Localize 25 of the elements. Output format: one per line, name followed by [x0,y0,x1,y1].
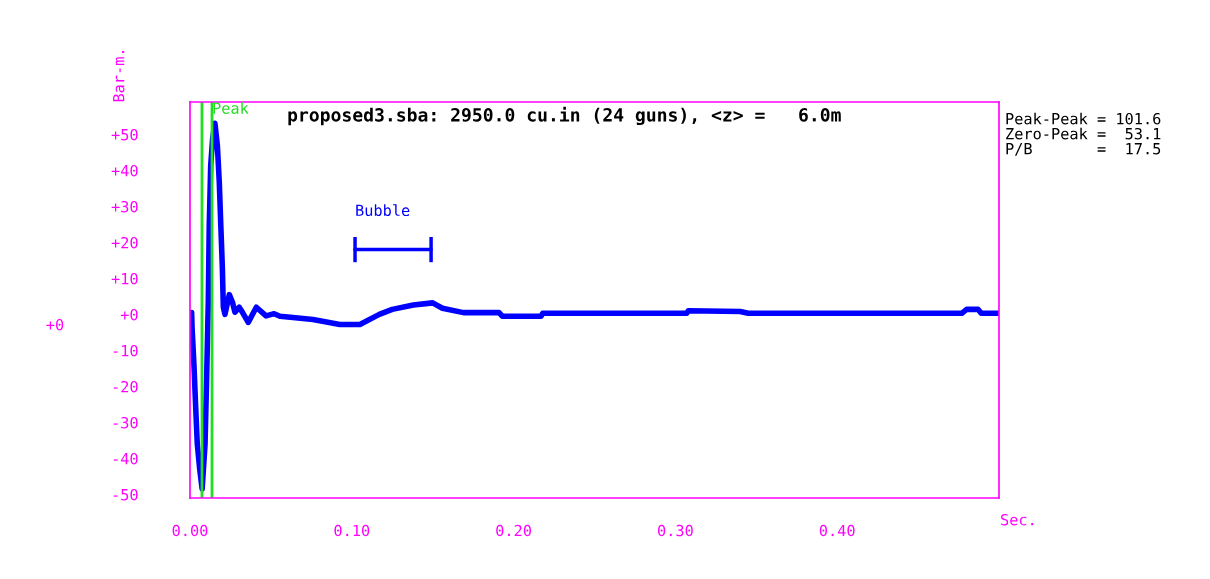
x-tick-label: 0.10 [334,524,370,537]
y-tick-label: -20 [113,380,138,393]
y-tick-label: +20 [111,236,138,249]
y-tick-label: -10 [113,344,138,357]
text: Zero-Peak = 53.1 [1006,127,1161,140]
x-axis-title: Sec. [1001,513,1034,526]
y-tick-label: +40 [111,164,138,177]
ref-line-label: Peak [213,102,249,114]
x-tick-label: 0.20 [496,524,532,537]
text: P/B = 17.5 [1006,143,1161,156]
x-tick-label: 0.40 [819,524,855,537]
text: Peak-Peak = 101.6 [1006,112,1161,125]
chart-title: proposed3.sba: 2950.0 cu.in (24 guns), <z> = 6.0m [288,106,841,126]
y-tick-label: +0 [120,308,138,321]
y-tick-label: +10 [111,272,138,285]
y-axis-title: Bar-m. [113,51,125,102]
text: Bubble [356,204,410,217]
y-tick-label: -40 [113,452,138,465]
text: +0 [46,318,64,331]
y-tick-label: -50 [113,488,138,501]
y-tick-label: -30 [113,416,138,429]
x-tick-label: 0.30 [658,524,693,537]
y-tick-label: +50 [111,128,138,141]
x-tick-label: 0.00 [172,524,208,537]
y-tick-label: +30 [111,200,138,213]
